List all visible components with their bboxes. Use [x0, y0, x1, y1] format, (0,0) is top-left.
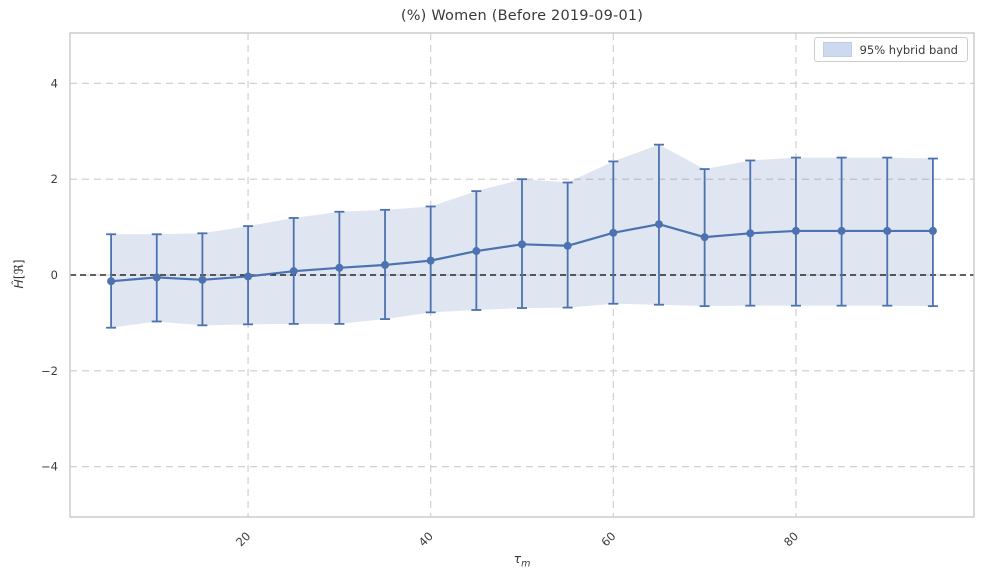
y-tick-label: −2: [41, 364, 58, 378]
x-tick-label: 20: [233, 529, 253, 549]
data-point-marker: [152, 273, 161, 282]
data-point-marker: [289, 267, 298, 276]
data-point-marker: [791, 226, 800, 235]
plot-border: [69, 32, 975, 518]
data-point-marker: [426, 256, 435, 265]
x-axis-label-tau: τ: [513, 551, 522, 566]
legend-label: 95% hybrid band: [859, 42, 958, 57]
y-tick-label: −4: [41, 460, 58, 474]
x-axis-label-sub: m: [521, 558, 531, 570]
legend: 95% hybrid band: [813, 37, 968, 62]
y-tick-label: 0: [51, 268, 58, 282]
data-point-marker: [198, 275, 207, 284]
data-point-marker: [381, 260, 390, 269]
x-axis-label: τm: [70, 551, 974, 570]
y-axis-label-bracket: [ℜ]: [11, 259, 26, 280]
data-point-marker: [654, 220, 663, 229]
data-point-marker: [609, 228, 618, 237]
band-swatch-icon: [822, 42, 852, 57]
data-point-marker: [837, 226, 846, 235]
data-point-marker: [107, 277, 116, 286]
chart-title: (%) Women (Before 2019-09-01): [400, 8, 644, 24]
data-point-marker: [518, 240, 526, 249]
x-tick-label: 60: [598, 529, 618, 549]
data-point-marker: [746, 229, 755, 238]
y-tick-label: 2: [51, 172, 58, 186]
data-point-marker: [928, 226, 937, 235]
y-axis-label: Ĥ[ℜ]: [11, 239, 31, 309]
x-tick-label: 40: [416, 529, 436, 549]
data-point-marker: [563, 241, 572, 250]
y-tick-label: 4: [51, 76, 58, 90]
data-point-marker: [472, 247, 481, 256]
x-tick-label: 80: [781, 529, 801, 549]
y-axis-label-h: Ĥ: [11, 279, 26, 289]
data-point-marker: [244, 272, 253, 281]
data-point-marker: [700, 233, 709, 242]
data-point-marker: [335, 263, 344, 272]
data-point-marker: [883, 226, 892, 235]
